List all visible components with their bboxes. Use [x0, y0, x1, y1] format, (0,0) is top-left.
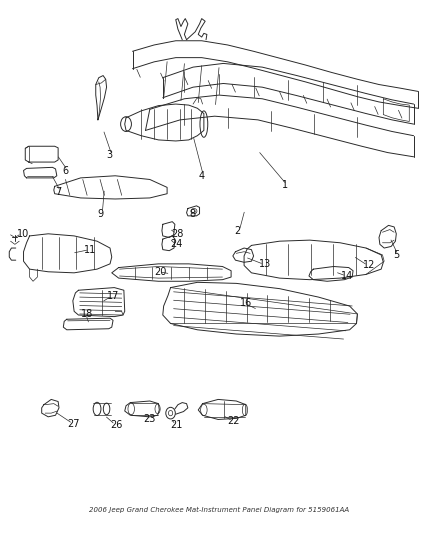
Text: 11: 11	[84, 245, 96, 255]
Text: 6: 6	[63, 166, 69, 175]
Text: 27: 27	[67, 419, 80, 429]
Text: 28: 28	[171, 229, 184, 239]
Text: 12: 12	[363, 261, 375, 270]
Text: 26: 26	[110, 419, 122, 430]
Text: 14: 14	[341, 271, 353, 281]
Text: 2: 2	[234, 225, 240, 236]
Text: 18: 18	[81, 309, 93, 319]
Text: 22: 22	[228, 416, 240, 426]
Text: 20: 20	[154, 267, 166, 277]
Text: 10: 10	[17, 229, 29, 239]
Text: 13: 13	[259, 260, 271, 269]
Text: 4: 4	[198, 171, 205, 181]
Text: 17: 17	[106, 291, 119, 301]
Text: 24: 24	[170, 239, 183, 249]
Text: 5: 5	[393, 250, 399, 260]
Text: 23: 23	[143, 415, 155, 424]
Text: 9: 9	[97, 209, 103, 219]
Text: 21: 21	[170, 419, 183, 430]
Text: 16: 16	[240, 298, 252, 309]
Text: 3: 3	[106, 150, 113, 160]
Text: 2006 Jeep Grand Cherokee Mat-Instrument Panel Diagram for 5159061AA: 2006 Jeep Grand Cherokee Mat-Instrument …	[89, 507, 349, 513]
Text: 7: 7	[56, 187, 62, 197]
Text: 1: 1	[282, 180, 288, 190]
Text: 8: 8	[190, 209, 196, 219]
